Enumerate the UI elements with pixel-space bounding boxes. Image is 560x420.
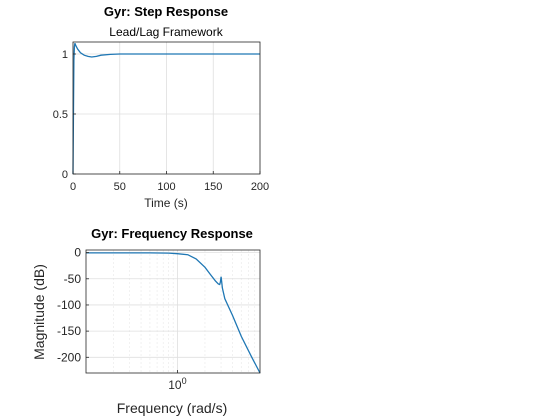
step-ticks: 0 50 100 150 200 0 0.5 1 [53,49,269,193]
freq-y-tick-label: -200 [57,350,81,364]
step-response-chart: Gyr: Step Response Lead/Lag Framework 0 5… [53,4,269,210]
step-chart-subtitle: Lead/Lag Framework [109,25,223,39]
freq-plot-frame [85,249,261,374]
step-x-tick-label: 100 [157,181,175,193]
freq-grid [86,250,260,373]
step-y-tick-label: 0.5 [53,109,68,121]
freq-y-tick-label: -50 [64,272,82,286]
step-x-tick-label: 0 [70,181,76,193]
freq-x-axis-label: Frequency (rad/s) [117,400,227,416]
freq-y-axis-label: Magnitude (dB) [31,264,47,360]
step-x-tick-label: 200 [251,181,269,193]
step-y-tick-label: 1 [62,49,68,61]
freq-y-tick-label: -150 [57,324,81,338]
freq-y-tick-label: 0 [74,246,81,260]
freq-chart-title: Gyr: Frequency Response [91,226,253,241]
step-y-tick-label: 0 [62,169,68,181]
freq-ticks: 100 0 -50 -100 -150 -200 [57,246,187,392]
magnitude-response-line [86,252,261,374]
step-x-tick-label: 50 [114,181,126,193]
step-response-line [72,42,260,175]
frequency-response-chart: Gyr: Frequency Response 100 0 -50 -100 -150 -… [31,226,261,416]
freq-y-tick-label: -100 [57,298,81,312]
step-x-tick-label: 150 [204,181,222,193]
freq-x-tick-label: 100 [168,376,186,392]
step-x-axis-label: Time (s) [144,196,188,210]
step-chart-title: Gyr: Step Response [104,4,228,19]
